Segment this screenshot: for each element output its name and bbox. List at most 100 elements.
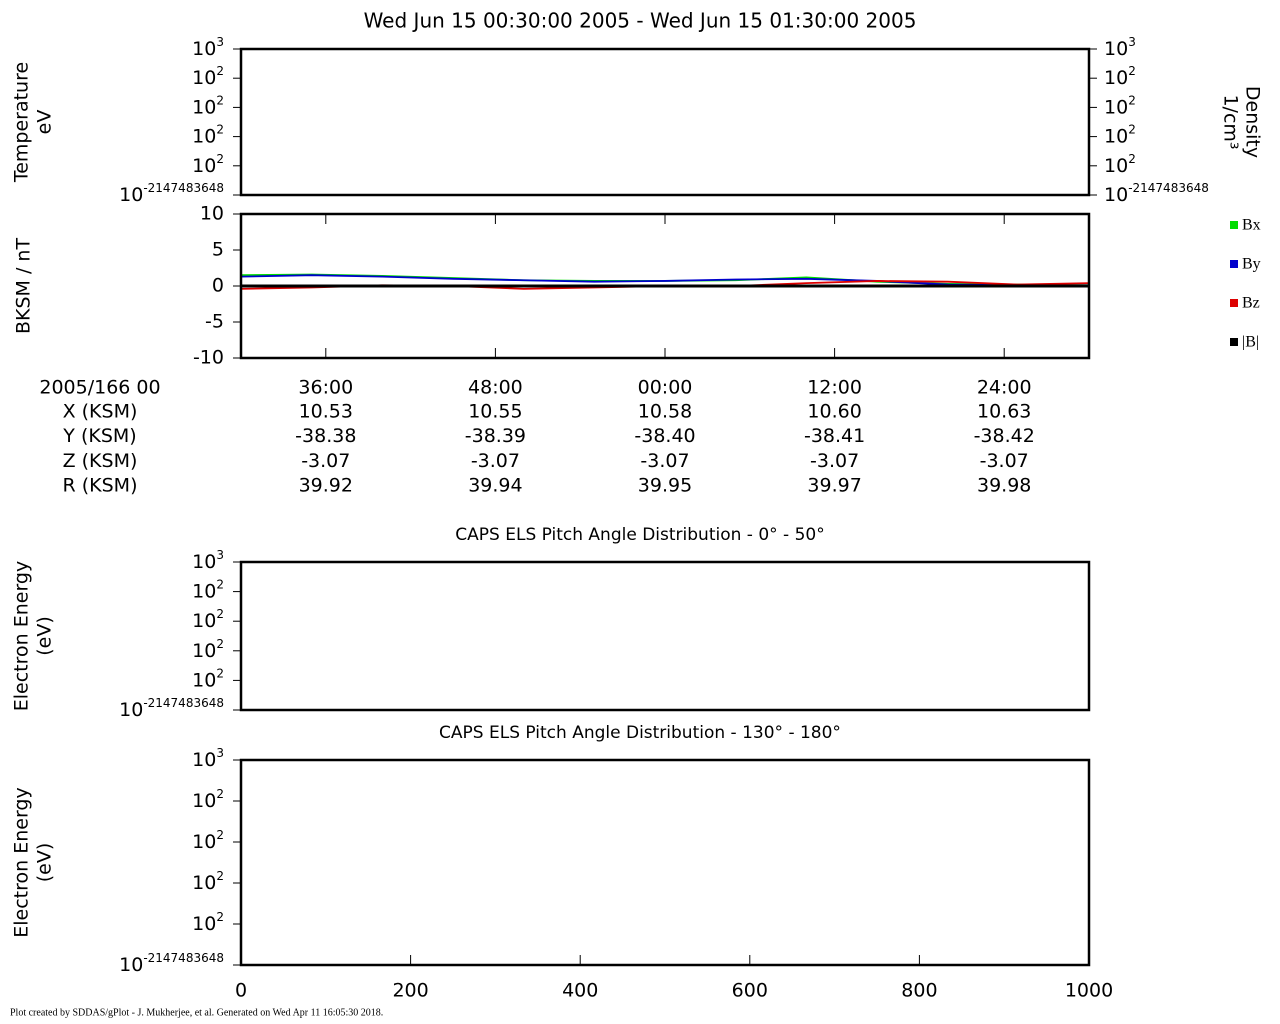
tick-exp: 2 [216, 151, 224, 165]
tick-exp: 2 [216, 607, 224, 621]
tick-exp: 2 [216, 122, 224, 136]
axis-label: 1/cm³ [1220, 94, 1242, 149]
y-tick-label: 0 [212, 275, 224, 297]
ephemeris-value: 10.60 [807, 401, 861, 423]
ephemeris-value: 39.98 [977, 475, 1031, 497]
tick-exp: 3 [1128, 35, 1136, 49]
tick-base: 10 [192, 67, 216, 89]
tick-base: 10 [119, 184, 143, 206]
axis-label: BKSM / nT [13, 238, 35, 334]
tick-exp: -2147483648 [143, 951, 224, 965]
ephemeris-value: -38.38 [295, 425, 356, 447]
tick-base: 10 [119, 699, 143, 721]
tick-label: 102 [192, 151, 224, 176]
tick-label: 102 [192, 122, 224, 147]
tick-base: 10 [1104, 125, 1128, 147]
tick-base: 10 [1104, 96, 1128, 118]
ephemeris-value: -3.07 [980, 450, 1029, 472]
tick-base: 10 [1104, 38, 1128, 60]
axis-label: Temperature [11, 62, 33, 183]
ephemeris-value: -3.07 [301, 450, 350, 472]
x-tick-label: 48:00 [468, 377, 523, 399]
tick-label: 102 [192, 787, 224, 812]
axis-label: eV [34, 110, 56, 135]
tick-label: 102 [1104, 93, 1136, 118]
ephemeris-value: 39.92 [299, 475, 353, 497]
ephemeris-value: -38.42 [974, 425, 1035, 447]
tick-exp: 3 [216, 35, 224, 49]
tick-label: 102 [192, 666, 224, 691]
ephemeris-value: -3.07 [810, 450, 859, 472]
ephemeris-value: 39.94 [468, 475, 522, 497]
x-tick-label: 400 [562, 980, 598, 1002]
tick-base: 10 [192, 580, 216, 602]
ephemeris-header: 2005/166 00 [39, 377, 160, 399]
legend-swatch [1230, 260, 1238, 268]
tick-label: 102 [192, 869, 224, 894]
tick-label: 103 [1104, 35, 1136, 60]
tick-base: 10 [192, 125, 216, 147]
tick-exp: 2 [216, 787, 224, 801]
tick-label: 102 [1104, 151, 1136, 176]
y-tick-label: -10 [193, 347, 224, 369]
tick-label: 102 [192, 607, 224, 632]
tick-base: 10 [192, 872, 216, 894]
tick-base: 10 [192, 831, 216, 853]
ephemeris-label: Y (KSM) [62, 425, 136, 447]
tick-exp: 2 [216, 636, 224, 650]
legend-swatch [1230, 338, 1238, 346]
tick-label: 102 [1104, 64, 1136, 89]
x-tick-label: 36:00 [298, 377, 353, 399]
tick-label: 103 [192, 548, 224, 573]
x-tick-label: 0 [235, 980, 247, 1002]
tick-label: 103 [192, 746, 224, 771]
legend-label: Bz [1242, 295, 1260, 312]
axis-label: Density [1242, 86, 1264, 158]
y-tick-label: 10 [200, 203, 224, 225]
ephemeris-label: Z (KSM) [63, 450, 138, 472]
tick-exp: 2 [1128, 64, 1136, 78]
tick-base: 10 [1104, 184, 1128, 206]
tick-exp: -2147483648 [143, 696, 224, 710]
ephemeris-value: 10.63 [977, 401, 1031, 423]
tick-base: 10 [192, 669, 216, 691]
plot-frame [239, 758, 1091, 967]
tick-base: 10 [192, 38, 216, 60]
tick-base: 10 [1104, 154, 1128, 176]
ephemeris-label: X (KSM) [63, 401, 138, 423]
x-tick-label: 600 [732, 980, 768, 1002]
tick-exp: 3 [216, 746, 224, 760]
axis-label: (eV) [34, 843, 56, 883]
axis-label: Electron Energy [11, 561, 33, 712]
tick-label: 10-2147483648 [119, 951, 224, 976]
x-tick-label: 1000 [1065, 980, 1113, 1002]
tick-label: 102 [192, 910, 224, 935]
tick-exp: -2147483648 [1128, 181, 1209, 195]
y-tick-label: -5 [205, 311, 224, 333]
legend-label: Bx [1242, 217, 1261, 234]
tick-label: 103 [192, 35, 224, 60]
tick-base: 10 [192, 551, 216, 573]
tick-label: 102 [192, 828, 224, 853]
ephemeris-value: -38.41 [804, 425, 865, 447]
tick-exp: 2 [216, 666, 224, 680]
tick-label: 10-2147483648 [119, 696, 224, 721]
tick-base: 10 [192, 913, 216, 935]
x-tick-label: 12:00 [807, 377, 862, 399]
tick-label: 102 [192, 64, 224, 89]
x-tick-label: 200 [392, 980, 428, 1002]
tick-label: 102 [1104, 122, 1136, 147]
tick-label: 102 [192, 93, 224, 118]
tick-label: 102 [192, 577, 224, 602]
tick-exp: 2 [216, 64, 224, 78]
axis-label: (eV) [34, 616, 56, 656]
ephemeris-value: 10.58 [638, 401, 692, 423]
tick-exp: 2 [216, 910, 224, 924]
tick-base: 10 [1104, 67, 1128, 89]
x-tick-label: 800 [901, 980, 937, 1002]
plot-frame [239, 560, 1091, 712]
tick-label: 10-2147483648 [119, 181, 224, 206]
tick-label: 102 [192, 636, 224, 661]
ephemeris-value: -3.07 [640, 450, 689, 472]
